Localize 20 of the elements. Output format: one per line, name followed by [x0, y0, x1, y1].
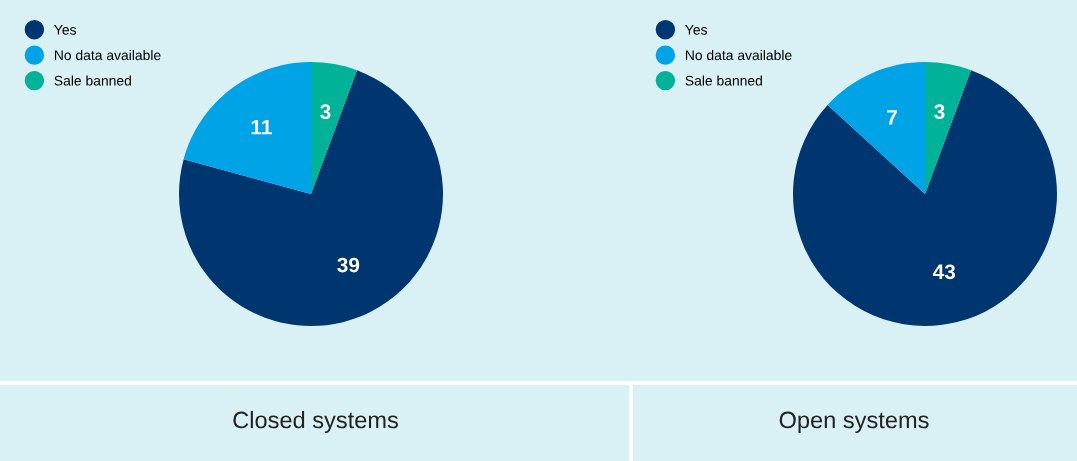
data-label: 3 — [320, 104, 331, 120]
legend-label: Sale banned — [685, 75, 762, 86]
legend-label: No data available — [685, 49, 792, 61]
pie-slice — [179, 70, 443, 326]
pie-slice — [311, 62, 357, 194]
data-label: 43 — [932, 264, 956, 280]
text: Closed systems — [233, 410, 398, 433]
legend-label: No data available — [54, 49, 161, 61]
legend-label: Yes — [54, 25, 76, 35]
data-label: 39 — [337, 257, 360, 273]
pie-slice — [793, 70, 1057, 326]
data-label: 3 — [934, 104, 945, 120]
data-label: 7 — [887, 110, 897, 125]
pie-slice — [827, 62, 925, 194]
legend-label: Sale banned — [54, 75, 131, 86]
pie-slice — [183, 62, 311, 194]
data-label: 11 — [251, 120, 272, 135]
text: Open systems — [779, 411, 929, 433]
pie-slice — [925, 62, 971, 194]
legend-label: Yes — [685, 25, 707, 35]
